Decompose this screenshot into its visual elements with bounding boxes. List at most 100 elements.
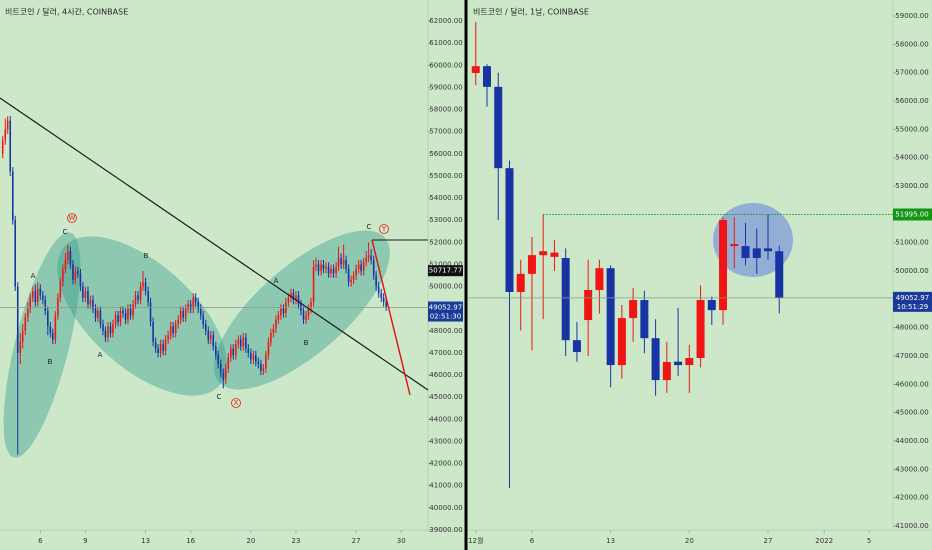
- candle-body: [134, 295, 137, 305]
- y-tick-label: 39000.00: [429, 526, 462, 534]
- countdown-label: 10:51:29: [897, 303, 928, 311]
- wave-label: B: [48, 358, 53, 366]
- y-tick-label: 50000.00: [895, 267, 928, 275]
- candle-body: [59, 282, 62, 298]
- candle-body: [197, 302, 200, 309]
- candle-body: [162, 344, 164, 351]
- wave-label: C: [217, 393, 222, 401]
- candle-body: [194, 297, 197, 303]
- candle-body: [92, 299, 94, 309]
- candle-body: [310, 302, 312, 309]
- last-price-box: [428, 301, 463, 322]
- candle-body: [327, 266, 330, 274]
- y-tick-label: 50000.00: [429, 283, 462, 291]
- candle-body: [34, 291, 37, 303]
- candle-body: [302, 310, 305, 320]
- candle-body: [561, 257, 570, 341]
- candle-body: [277, 315, 280, 320]
- candle-body: [372, 260, 375, 276]
- y-tick-label: 40000.00: [429, 504, 462, 512]
- highlight-zone: [713, 203, 793, 277]
- marked-price-label: 50717.77: [429, 267, 462, 275]
- y-tick-label: 58000.00: [429, 106, 462, 114]
- candle-body: [129, 308, 132, 316]
- candle-body: [527, 255, 536, 274]
- candle-body: [315, 264, 317, 267]
- y-tick-label: 45000.00: [429, 393, 462, 401]
- candle-body: [74, 271, 77, 280]
- x-tick-label: 13: [141, 537, 150, 545]
- candle-body: [352, 275, 355, 280]
- x-tick-label: 6: [38, 537, 43, 545]
- candle-body: [172, 326, 174, 334]
- y-tick-label: 57000.00: [429, 128, 462, 136]
- candle-body: [516, 273, 525, 292]
- candle-body: [267, 341, 270, 356]
- last-price-label: 49052.97: [429, 304, 462, 312]
- candle-body: [94, 308, 97, 318]
- y-tick-label: 42000.00: [429, 460, 462, 468]
- y-tick-label: 47000.00: [895, 352, 928, 360]
- candle-body: [157, 348, 159, 353]
- candle-body: [550, 252, 559, 257]
- candle-body: [184, 308, 187, 318]
- level-box: [893, 208, 932, 221]
- candle-body: [572, 340, 581, 353]
- candle-body: [107, 326, 109, 338]
- candle-body: [109, 326, 112, 334]
- x-tick-label: 2022: [815, 537, 833, 545]
- wave-circle: [231, 398, 241, 408]
- y-tick-label: 54000.00: [429, 194, 462, 202]
- candle-body: [651, 338, 660, 381]
- candle-body: [239, 339, 242, 347]
- candle-body: [82, 286, 84, 298]
- trend-line: [0, 97, 429, 391]
- candle-body: [235, 344, 237, 356]
- candle-body: [606, 268, 615, 366]
- candle-body: [377, 286, 380, 294]
- candle-body: [332, 268, 335, 274]
- candle-body: [237, 339, 240, 345]
- candle-body: [114, 315, 117, 325]
- y-tick-label: 43000.00: [429, 437, 462, 445]
- wave-label: A: [98, 351, 103, 359]
- candle-body: [1, 140, 4, 154]
- candle-body: [137, 295, 139, 300]
- candle-body: [595, 268, 604, 291]
- y-tick-label: 47000.00: [429, 349, 462, 357]
- candle-body: [764, 248, 773, 252]
- y-tick-label: 42000.00: [895, 494, 928, 502]
- wave-label: C: [63, 228, 68, 236]
- candle-body: [104, 330, 107, 338]
- y-tick-label: 60000.00: [429, 61, 462, 69]
- y-tick-label: 41000.00: [429, 482, 462, 490]
- projection-line: [371, 239, 411, 396]
- candle-body: [4, 129, 7, 141]
- wave-circle: [67, 213, 77, 223]
- candle-body: [380, 293, 383, 298]
- candle-body: [280, 308, 282, 316]
- y-tick-label: 41000.00: [895, 522, 928, 530]
- candle-body: [232, 348, 235, 356]
- candle-body: [617, 318, 626, 366]
- y-tick-label: 44000.00: [429, 415, 462, 423]
- wave-zone: [57, 236, 227, 396]
- candle-body: [340, 257, 342, 265]
- candle-body: [275, 319, 277, 329]
- chart-title: 비트코인 / 달러, 1날, COINBASE: [473, 7, 589, 17]
- y-tick-label: 58000.00: [895, 40, 928, 48]
- candle-body: [27, 308, 29, 318]
- candle-body: [217, 355, 220, 365]
- candle-body: [44, 299, 47, 311]
- wave-label: A: [31, 272, 36, 280]
- candle-body: [262, 368, 265, 371]
- candle-body: [174, 324, 177, 334]
- y-tick-label: 43000.00: [895, 465, 928, 473]
- candle-body: [24, 317, 27, 331]
- candle-body: [685, 358, 694, 366]
- candle-body: [36, 288, 39, 303]
- candle-body: [629, 300, 638, 319]
- candle-body: [14, 220, 16, 287]
- candle-body: [154, 341, 157, 349]
- candle-body: [297, 295, 300, 305]
